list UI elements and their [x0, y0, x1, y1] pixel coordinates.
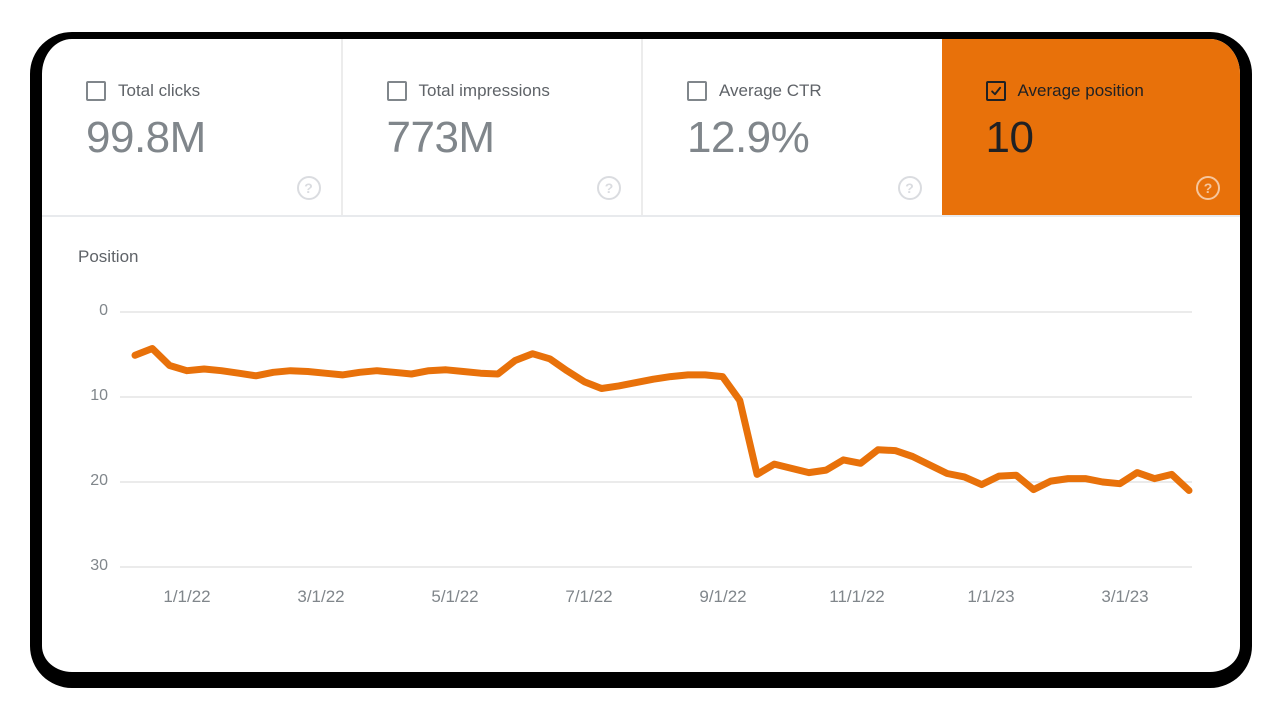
x-axis-tick: 3/1/23	[1101, 587, 1149, 606]
gridline	[120, 481, 1192, 483]
metric-card-average-position[interactable]: Average position 10 ?	[941, 39, 1240, 215]
line-series-svg	[131, 345, 1193, 494]
gridline	[120, 396, 1192, 398]
y-axis-tick: 30	[90, 557, 108, 574]
x-axis-tick: 3/1/22	[297, 587, 345, 606]
y-axis-tick: 0	[99, 302, 108, 319]
metric-card-total-impressions[interactable]: Total impressions 773M ?	[340, 39, 642, 215]
x-axis-tick: 1/1/23	[967, 587, 1015, 606]
metric-value: 773M	[386, 113, 496, 162]
help-icon[interactable]: ?	[897, 176, 922, 200]
metric-card-average-ctr[interactable]: Average CTR 12.9% ?	[641, 39, 942, 215]
metric-value: 10	[985, 113, 1034, 162]
average-position-checkbox[interactable]	[985, 81, 1006, 101]
gridline	[120, 311, 1192, 313]
x-axis-tick: 1/1/22	[163, 587, 211, 606]
plot-area: 0 10 20 30	[90, 302, 1193, 574]
average-ctr-checkbox[interactable]	[687, 81, 707, 101]
metric-label: Total clicks	[118, 81, 201, 100]
total-impressions-checkbox[interactable]	[386, 81, 407, 101]
metric-label: Average CTR	[719, 81, 822, 100]
metric-label: Total impressions	[418, 81, 550, 100]
help-icon[interactable]: ?	[296, 176, 321, 200]
metric-card-total-clicks[interactable]: Total clicks 99.8M ?	[42, 39, 341, 215]
total-clicks-checkbox[interactable]	[86, 81, 106, 101]
position-line-chart: Position 0 10 20 30 1/1/22 3/1/22 5/1/22…	[42, 217, 1240, 672]
metric-label: Average position	[1017, 81, 1144, 100]
help-icon[interactable]: ?	[1196, 176, 1220, 200]
x-axis-tick: 5/1/22	[431, 587, 479, 606]
gridline	[120, 566, 1192, 568]
x-axis-tick: 11/1/22	[829, 587, 885, 606]
help-icon[interactable]: ?	[597, 176, 621, 200]
y-axis-tick: 10	[90, 387, 108, 404]
performance-panel: Total clicks 99.8M ? Total impressions 7…	[30, 32, 1252, 688]
checkmark-icon	[990, 86, 1001, 96]
chart-title: Position	[78, 247, 139, 266]
metric-value: 12.9%	[687, 113, 810, 162]
x-axis: 1/1/22 3/1/22 5/1/22 7/1/22 9/1/22 11/1/…	[120, 587, 1192, 607]
y-axis-tick: 20	[90, 472, 108, 489]
position-line	[131, 345, 1193, 494]
metrics-row: Total clicks 99.8M ? Total impressions 7…	[42, 39, 1240, 217]
x-axis-tick: 9/1/22	[699, 587, 747, 606]
metric-value: 99.8M	[86, 113, 206, 162]
x-axis-tick: 7/1/22	[565, 587, 613, 606]
